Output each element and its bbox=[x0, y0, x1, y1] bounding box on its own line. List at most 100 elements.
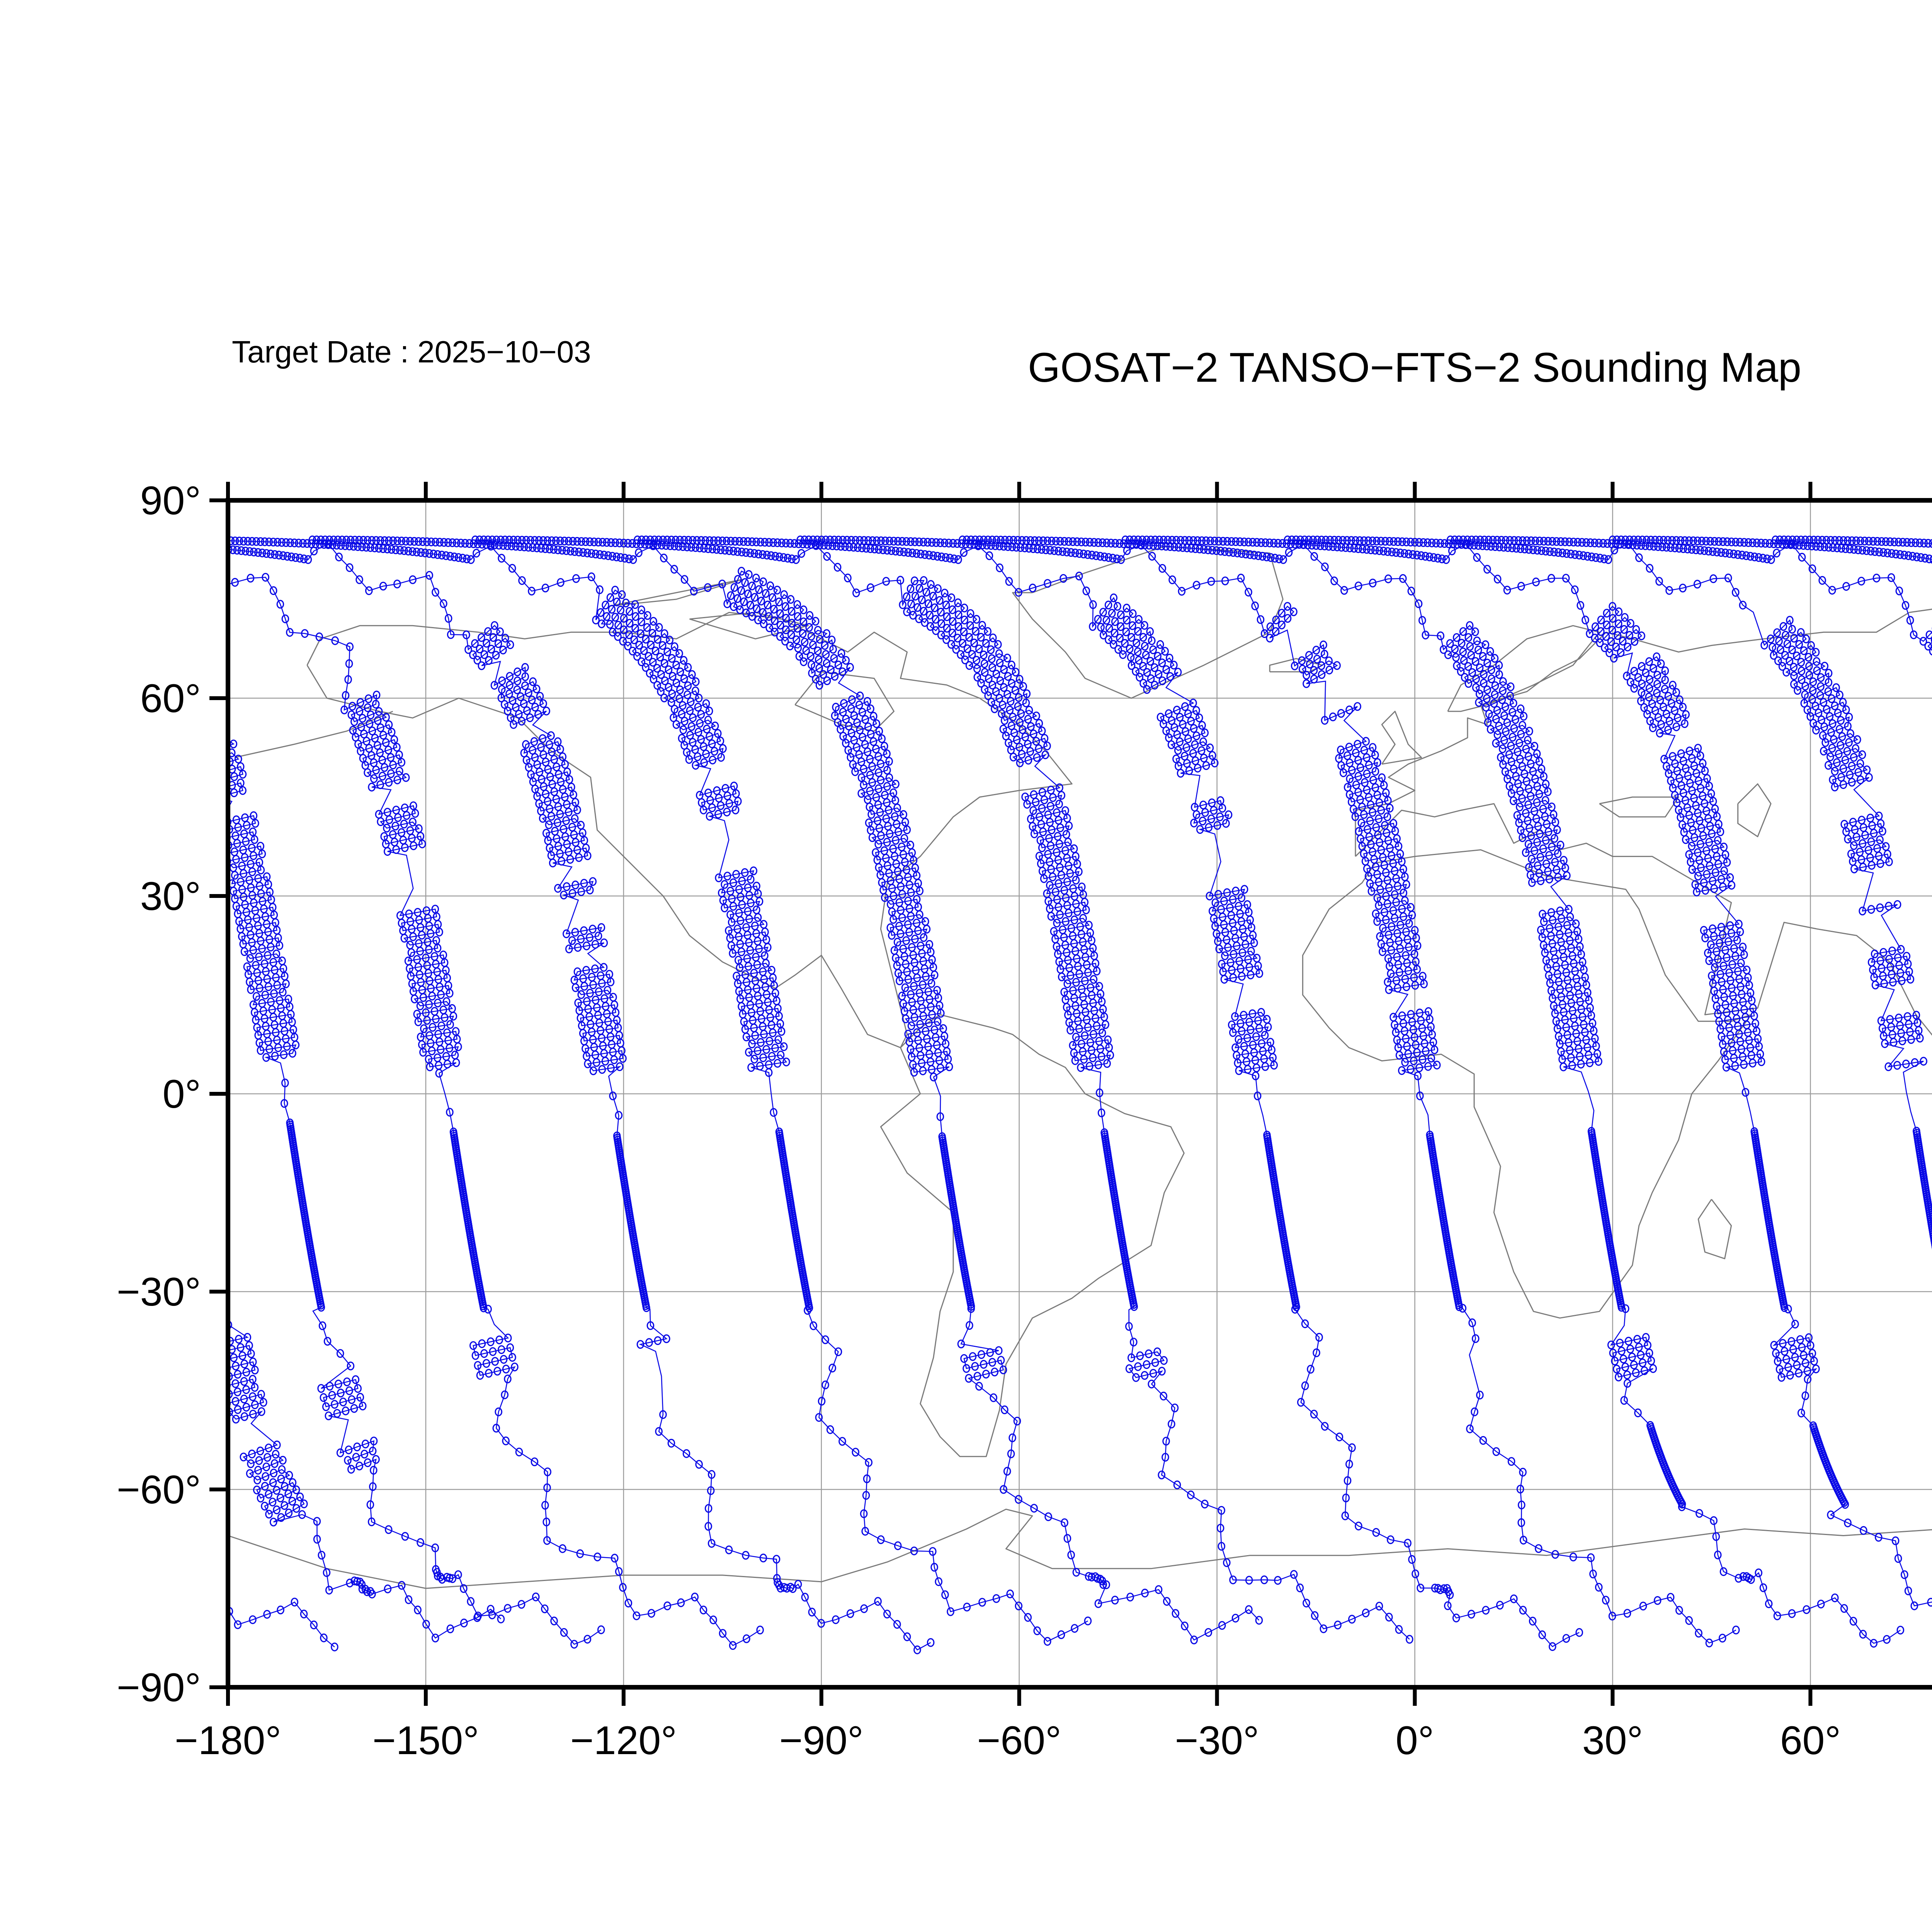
sounding-point bbox=[88, 548, 94, 556]
sounding-point bbox=[32, 574, 38, 582]
sounding-point bbox=[3, 541, 10, 549]
sounding-point bbox=[217, 545, 223, 553]
sounding-point bbox=[46, 544, 52, 552]
sounding-point bbox=[134, 554, 140, 562]
sounding-point bbox=[155, 536, 162, 544]
sounding-point bbox=[103, 538, 109, 546]
sounding-point bbox=[204, 708, 210, 716]
sounding-track bbox=[309, 536, 1262, 1644]
sounding-point bbox=[189, 536, 196, 544]
sounding-point bbox=[129, 554, 136, 561]
sounding-point bbox=[206, 537, 213, 544]
sounding-point bbox=[168, 536, 174, 544]
sounding-point bbox=[12, 542, 18, 549]
sounding-point bbox=[206, 681, 213, 689]
sounding-point bbox=[128, 539, 134, 547]
sounding-point bbox=[194, 536, 200, 544]
sounding-point bbox=[212, 770, 218, 778]
sounding-point bbox=[117, 552, 123, 559]
sounding-point bbox=[10, 536, 16, 544]
sounding-point bbox=[0, 536, 3, 544]
sounding-point bbox=[120, 615, 126, 622]
sounding-point bbox=[154, 541, 160, 548]
latlon-grid bbox=[228, 500, 1932, 1687]
sounding-point bbox=[109, 585, 115, 593]
sounding-point bbox=[173, 553, 179, 561]
sounding-point bbox=[100, 574, 106, 581]
sounding-point bbox=[16, 542, 22, 550]
sounding-point bbox=[155, 633, 161, 641]
sounding-point bbox=[201, 766, 207, 774]
sounding-point bbox=[42, 544, 48, 551]
sounding-point bbox=[203, 757, 209, 765]
sounding-point bbox=[5, 536, 12, 544]
sounding-point bbox=[175, 542, 181, 549]
sounding-point bbox=[133, 539, 139, 547]
sounding-point bbox=[138, 632, 144, 639]
coastline bbox=[1303, 850, 1751, 1318]
sounding-point bbox=[21, 566, 27, 574]
track-line bbox=[638, 540, 1580, 1646]
coastline bbox=[228, 1509, 1932, 1588]
sounding-point bbox=[78, 537, 84, 545]
sounding-track bbox=[634, 536, 1583, 1651]
sounding-point bbox=[39, 537, 46, 544]
sounding-point bbox=[80, 547, 86, 555]
sounding-point bbox=[209, 544, 215, 552]
sounding-point bbox=[205, 749, 211, 757]
sounding-point bbox=[181, 536, 187, 544]
sounding-point bbox=[205, 699, 211, 707]
sounding-point bbox=[105, 550, 111, 558]
sounding-point bbox=[172, 536, 179, 544]
sounding-point bbox=[120, 539, 126, 547]
sounding-point bbox=[204, 544, 211, 551]
sounding-point bbox=[40, 589, 46, 597]
sounding-track bbox=[0, 536, 763, 1649]
sounding-point bbox=[126, 553, 132, 561]
sounding-point bbox=[167, 639, 173, 647]
sounding-point bbox=[121, 553, 128, 560]
sounding-point bbox=[33, 543, 39, 551]
sounding-point bbox=[190, 722, 197, 730]
sounding-tracks bbox=[0, 536, 1932, 1654]
sounding-point bbox=[160, 536, 166, 544]
sounding-point bbox=[124, 539, 130, 547]
sounding-point bbox=[207, 716, 213, 723]
sounding-point bbox=[90, 538, 97, 546]
sounding-point bbox=[200, 544, 206, 551]
sounding-point bbox=[14, 536, 20, 544]
sounding-point bbox=[35, 537, 41, 544]
sounding-point bbox=[29, 543, 35, 551]
sounding-point bbox=[69, 580, 75, 588]
sounding-point bbox=[82, 537, 88, 545]
sounding-point bbox=[171, 541, 177, 549]
sounding-point bbox=[185, 536, 191, 544]
sounding-point bbox=[162, 541, 168, 549]
sounding-point bbox=[145, 540, 151, 548]
sounding-point bbox=[196, 543, 202, 551]
sounding-point bbox=[142, 556, 148, 564]
sounding-point bbox=[27, 536, 33, 544]
sounding-point bbox=[31, 536, 37, 544]
sounding-point bbox=[757, 1626, 763, 1634]
sounding-point bbox=[213, 746, 219, 753]
sounding-point bbox=[203, 773, 209, 780]
sounding-point bbox=[71, 546, 77, 554]
sounding-point bbox=[177, 536, 183, 544]
track-line bbox=[0, 540, 760, 1645]
sounding-point bbox=[213, 705, 219, 712]
sounding-point bbox=[92, 549, 98, 556]
track-line bbox=[312, 540, 1259, 1640]
sounding-point bbox=[216, 712, 222, 720]
sounding-point bbox=[211, 537, 217, 544]
sounding-point bbox=[56, 537, 63, 545]
sounding-point bbox=[10, 554, 17, 562]
track-line bbox=[0, 540, 601, 1644]
sounding-point bbox=[86, 537, 92, 545]
sounding-point bbox=[141, 540, 147, 547]
sounding-point bbox=[58, 545, 65, 553]
sounding-point bbox=[199, 667, 205, 675]
sounding-point bbox=[138, 555, 144, 563]
